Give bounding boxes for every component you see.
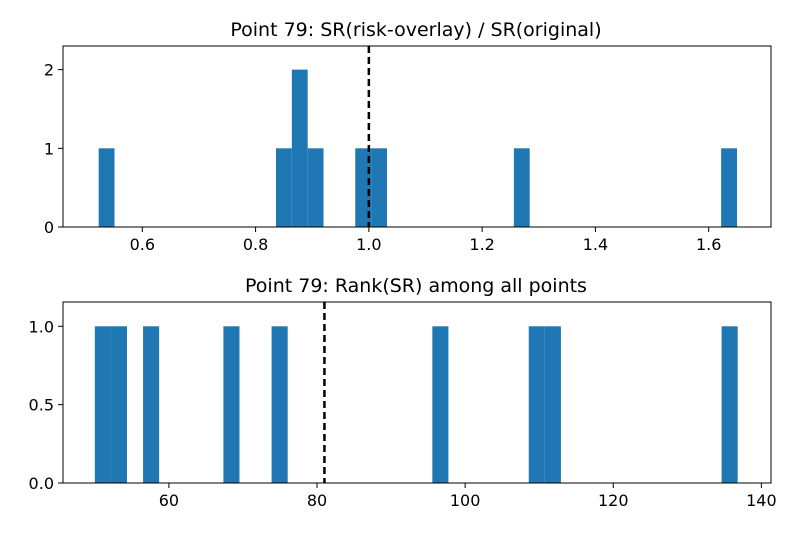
histogram-bar — [98, 148, 115, 227]
histogram-bar — [721, 148, 738, 227]
histogram-bar — [143, 326, 160, 483]
y-tick-label: 1.0 — [29, 317, 54, 336]
chart-bottom-x-axis: 60 80 100 120 140 — [159, 483, 777, 510]
histogram-bar — [291, 69, 308, 227]
chart-bottom: Point 79: Rank(SR) among all points 60 80… — [29, 275, 777, 510]
y-tick-label: 1 — [44, 139, 54, 158]
histogram-bar — [355, 148, 372, 227]
x-tick-label: 100 — [450, 491, 481, 510]
x-tick-label: 1.4 — [583, 235, 608, 254]
chart-bottom-bars — [94, 326, 738, 483]
histogram-bar — [721, 326, 738, 483]
histogram-bar — [544, 326, 561, 483]
histogram-bar — [513, 148, 530, 227]
plot-frame — [62, 301, 772, 484]
histogram-bar — [307, 148, 324, 227]
histogram-bar — [271, 326, 288, 483]
x-tick-label: 80 — [307, 491, 327, 510]
x-tick-label: 0.8 — [243, 235, 268, 254]
chart-top-title: Point 79: SR(risk-overlay) / SR(original… — [230, 19, 601, 41]
x-tick-label: 1.2 — [469, 235, 494, 254]
chart-top-axes — [62, 45, 772, 228]
histogram-bar — [110, 326, 127, 483]
histogram-bar — [432, 326, 449, 483]
plot-frame — [62, 45, 772, 228]
chart-top-x-axis: 0.6 0.8 1.0 1.2 1.4 1.6 — [130, 227, 721, 254]
y-tick-label: 0.0 — [29, 474, 54, 493]
histogram-bar — [528, 326, 545, 483]
x-tick-label: 0.6 — [130, 235, 155, 254]
chart-bottom-title: Point 79: Rank(SR) among all points — [245, 275, 587, 297]
chart-top: Point 79: SR(risk-overlay) / SR(original… — [44, 19, 772, 254]
x-tick-label: 1.6 — [696, 235, 721, 254]
chart-bottom-y-axis: 0.0 0.5 1.0 — [29, 317, 63, 493]
x-tick-label: 60 — [159, 491, 179, 510]
x-tick-label: 120 — [598, 491, 629, 510]
x-tick-label: 1.0 — [356, 235, 381, 254]
histogram-bar — [94, 326, 111, 483]
chart-bottom-axes — [62, 301, 772, 484]
chart-top-bars — [98, 69, 738, 227]
x-tick-label: 140 — [746, 491, 777, 510]
histogram-bar — [275, 148, 292, 227]
chart-top-y-axis: 0 1 2 — [44, 61, 63, 237]
y-tick-label: 0 — [44, 218, 54, 237]
y-tick-label: 2 — [44, 61, 54, 80]
histogram-bar — [371, 148, 387, 227]
histogram-bar — [223, 326, 240, 483]
y-tick-label: 0.5 — [29, 396, 54, 415]
